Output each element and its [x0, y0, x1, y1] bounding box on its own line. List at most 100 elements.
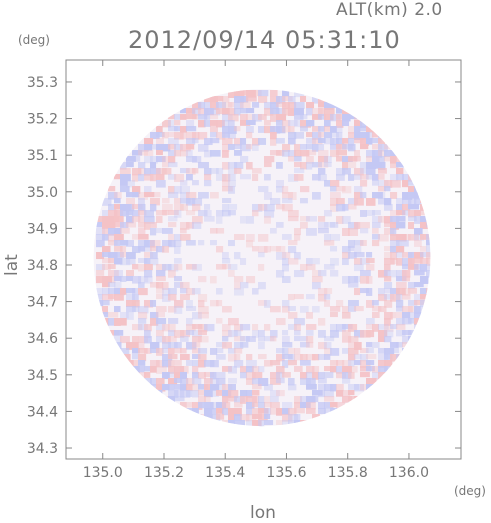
radar-cell — [276, 150, 285, 156]
radar-cell — [246, 240, 254, 248]
radar-cell — [312, 390, 323, 396]
radar-cell — [156, 150, 163, 156]
radar-cell — [222, 132, 230, 138]
radar-cell — [336, 408, 344, 416]
radar-cell — [246, 366, 254, 373]
radar-cell — [288, 108, 295, 116]
radar-cell — [180, 336, 189, 342]
radar-cell — [144, 330, 151, 338]
radar-cell — [426, 294, 431, 300]
radar-cell — [342, 114, 351, 122]
radar-cell — [378, 168, 387, 174]
radar-cell — [432, 264, 441, 269]
x-tick-label: 135.2 — [144, 465, 184, 481]
radar-cell — [276, 114, 287, 121]
radar-cell — [180, 114, 187, 120]
radar-cell — [354, 264, 364, 272]
radar-cell — [306, 420, 315, 426]
radar-cell — [414, 318, 424, 325]
radar-cell — [390, 228, 397, 236]
radar-cell — [384, 354, 393, 360]
radar-cell — [378, 306, 387, 313]
radar-cell — [342, 216, 351, 224]
radar-cell — [270, 102, 279, 110]
radar-cell — [360, 330, 371, 338]
radar-cell — [348, 222, 359, 230]
radar-cell — [192, 414, 203, 420]
radar-cell — [366, 318, 375, 325]
radar-cell — [144, 258, 151, 265]
radar-cell — [330, 330, 339, 338]
radar-cell — [420, 234, 431, 240]
radar-cell — [402, 240, 409, 247]
radar-cell — [192, 378, 202, 385]
radar-cell — [216, 402, 227, 409]
radar-cell — [204, 324, 215, 332]
radar-cell — [192, 198, 203, 206]
radar-cell — [282, 96, 293, 102]
radar-cell — [372, 156, 380, 164]
radar-cell — [324, 240, 335, 246]
radar-cell — [108, 318, 117, 326]
radar-cell — [372, 306, 382, 312]
radar-cell — [222, 306, 232, 313]
radar-cell — [282, 150, 290, 157]
radar-cell — [306, 150, 317, 156]
radar-cell — [162, 342, 171, 349]
radar-cell — [306, 342, 314, 348]
radar-cell — [222, 174, 231, 182]
radar-cell — [342, 252, 350, 260]
radar-cell — [138, 258, 148, 264]
radar-cell — [114, 294, 124, 301]
radar-cell — [216, 354, 226, 360]
radar-cell — [306, 108, 313, 116]
radar-cell — [402, 192, 413, 200]
radar-cell — [270, 114, 281, 122]
radar-cell — [252, 144, 259, 152]
radar-cell — [306, 228, 317, 236]
radar-cell — [192, 408, 199, 414]
radar-cell — [318, 354, 325, 360]
radar-cell — [360, 288, 370, 294]
radar-cell — [372, 138, 382, 144]
radar-cell — [300, 402, 311, 409]
radar-cell — [246, 108, 255, 114]
radar-cell — [174, 258, 182, 264]
radar-cell — [306, 144, 313, 150]
radar-cell — [216, 348, 224, 354]
radar-cell — [402, 198, 412, 205]
radar-cell — [240, 102, 251, 108]
radar-cell — [318, 174, 327, 182]
radar-cell — [240, 156, 249, 163]
radar-cell — [174, 384, 182, 390]
radar-cell — [126, 162, 134, 168]
radar-cell — [342, 378, 351, 384]
radar-cell — [420, 306, 427, 313]
radar-cell — [342, 156, 353, 163]
radar-cell — [234, 138, 242, 146]
radar-cell — [408, 186, 417, 193]
radar-cell — [330, 192, 341, 199]
radar-cell — [402, 336, 409, 344]
radar-cell — [366, 258, 375, 264]
radar-cell — [120, 186, 130, 193]
radar-cell — [138, 162, 146, 169]
radar-cell — [252, 426, 263, 427]
radar-cell — [156, 330, 164, 337]
radar-cell — [312, 276, 323, 283]
radar-cell — [156, 384, 166, 392]
radar-cell — [318, 126, 325, 132]
radar-cell — [336, 402, 346, 410]
radar-cell — [168, 174, 177, 180]
radar-cell — [270, 402, 280, 409]
radar-cell — [360, 144, 369, 150]
radar-cell — [312, 366, 320, 373]
radar-cell — [246, 96, 257, 102]
radar-cell — [186, 198, 196, 206]
radar-cell — [234, 336, 245, 342]
radar-cell — [282, 192, 293, 199]
radar-cell — [318, 378, 327, 384]
radar-cell — [114, 270, 123, 278]
radar-cell — [156, 228, 163, 234]
radar-cell — [132, 246, 141, 254]
